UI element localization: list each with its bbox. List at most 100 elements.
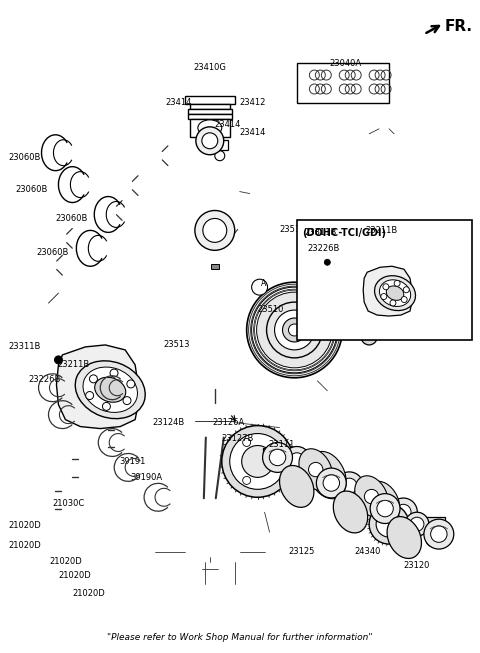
- Ellipse shape: [333, 491, 368, 533]
- Circle shape: [390, 300, 396, 306]
- Circle shape: [403, 287, 409, 293]
- Text: 23126A: 23126A: [213, 418, 245, 426]
- Circle shape: [243, 477, 251, 485]
- Circle shape: [215, 151, 225, 161]
- Ellipse shape: [308, 451, 346, 499]
- Circle shape: [370, 494, 400, 524]
- Ellipse shape: [75, 361, 145, 419]
- Circle shape: [398, 323, 410, 335]
- Text: 23060B: 23060B: [9, 153, 41, 162]
- Polygon shape: [57, 345, 138, 428]
- Circle shape: [110, 369, 118, 377]
- Ellipse shape: [95, 377, 126, 402]
- Text: 23414: 23414: [240, 128, 266, 137]
- Circle shape: [369, 504, 409, 544]
- Bar: [190, 104, 230, 109]
- Circle shape: [266, 302, 323, 358]
- Bar: [211, 264, 219, 269]
- Text: 21020D: 21020D: [72, 589, 105, 598]
- Text: 23124B: 23124B: [152, 418, 184, 426]
- Text: 21030C: 21030C: [52, 500, 85, 508]
- Text: 23125: 23125: [288, 547, 315, 556]
- Text: 23412: 23412: [240, 98, 266, 107]
- Ellipse shape: [83, 367, 137, 413]
- Circle shape: [89, 375, 97, 383]
- Text: A: A: [427, 531, 432, 539]
- Circle shape: [410, 517, 424, 531]
- Text: 24340: 24340: [354, 547, 381, 556]
- Circle shape: [283, 447, 311, 474]
- Circle shape: [405, 512, 429, 536]
- Bar: [423, 517, 445, 527]
- Ellipse shape: [366, 481, 400, 523]
- Circle shape: [389, 498, 417, 526]
- Ellipse shape: [379, 280, 411, 306]
- Circle shape: [247, 282, 342, 378]
- Ellipse shape: [198, 120, 222, 136]
- Circle shape: [289, 453, 304, 468]
- Circle shape: [376, 495, 390, 509]
- Text: 23510: 23510: [258, 305, 284, 314]
- Text: 23510: 23510: [279, 225, 306, 234]
- Text: 23211B: 23211B: [58, 360, 90, 369]
- Circle shape: [230, 434, 286, 489]
- Bar: [188, 114, 232, 119]
- Text: FR.: FR.: [445, 20, 473, 35]
- Circle shape: [196, 127, 224, 155]
- Text: 23513: 23513: [163, 340, 190, 349]
- Circle shape: [195, 210, 235, 250]
- Circle shape: [275, 310, 314, 350]
- Ellipse shape: [374, 276, 416, 311]
- Circle shape: [288, 324, 300, 336]
- Circle shape: [252, 279, 267, 295]
- Circle shape: [431, 526, 447, 543]
- Text: 21020D: 21020D: [59, 571, 91, 580]
- Bar: [298, 63, 389, 103]
- Circle shape: [370, 492, 385, 507]
- Circle shape: [383, 284, 389, 290]
- Circle shape: [276, 458, 284, 466]
- Circle shape: [323, 475, 339, 491]
- Ellipse shape: [299, 449, 333, 490]
- Circle shape: [263, 443, 292, 472]
- Circle shape: [424, 519, 454, 549]
- Text: 23414: 23414: [215, 120, 241, 129]
- Circle shape: [363, 485, 391, 513]
- Circle shape: [283, 318, 306, 342]
- Text: 21020D: 21020D: [49, 557, 82, 566]
- Circle shape: [377, 500, 393, 517]
- Text: (DOHC-TCI/GDI): (DOHC-TCI/GDI): [302, 229, 386, 238]
- Text: 23040A: 23040A: [329, 59, 361, 68]
- Text: 23226B: 23226B: [307, 244, 340, 253]
- Circle shape: [127, 380, 135, 388]
- Text: 39191: 39191: [119, 458, 145, 466]
- Bar: [263, 449, 283, 460]
- Circle shape: [320, 468, 334, 483]
- Circle shape: [336, 472, 363, 500]
- Circle shape: [269, 449, 286, 466]
- Ellipse shape: [355, 476, 388, 517]
- Bar: [212, 140, 228, 150]
- Bar: [185, 96, 235, 104]
- Bar: [188, 109, 232, 114]
- Circle shape: [85, 392, 94, 400]
- Text: 23060B: 23060B: [16, 185, 48, 193]
- Text: 23060B: 23060B: [36, 248, 69, 257]
- Circle shape: [222, 426, 293, 498]
- Circle shape: [309, 459, 337, 487]
- Bar: [298, 221, 472, 340]
- Circle shape: [381, 294, 387, 300]
- Text: 23211B: 23211B: [365, 227, 397, 236]
- Text: 23311B: 23311B: [9, 342, 41, 351]
- Ellipse shape: [387, 517, 421, 558]
- Circle shape: [252, 287, 337, 373]
- Text: 23226B: 23226B: [29, 375, 61, 384]
- Circle shape: [394, 280, 400, 286]
- Text: 23120: 23120: [403, 561, 430, 570]
- Text: 23410G: 23410G: [193, 63, 226, 72]
- Circle shape: [202, 133, 218, 149]
- Circle shape: [315, 466, 331, 481]
- Circle shape: [324, 259, 330, 265]
- Ellipse shape: [386, 286, 404, 300]
- Text: 21020D: 21020D: [9, 541, 41, 550]
